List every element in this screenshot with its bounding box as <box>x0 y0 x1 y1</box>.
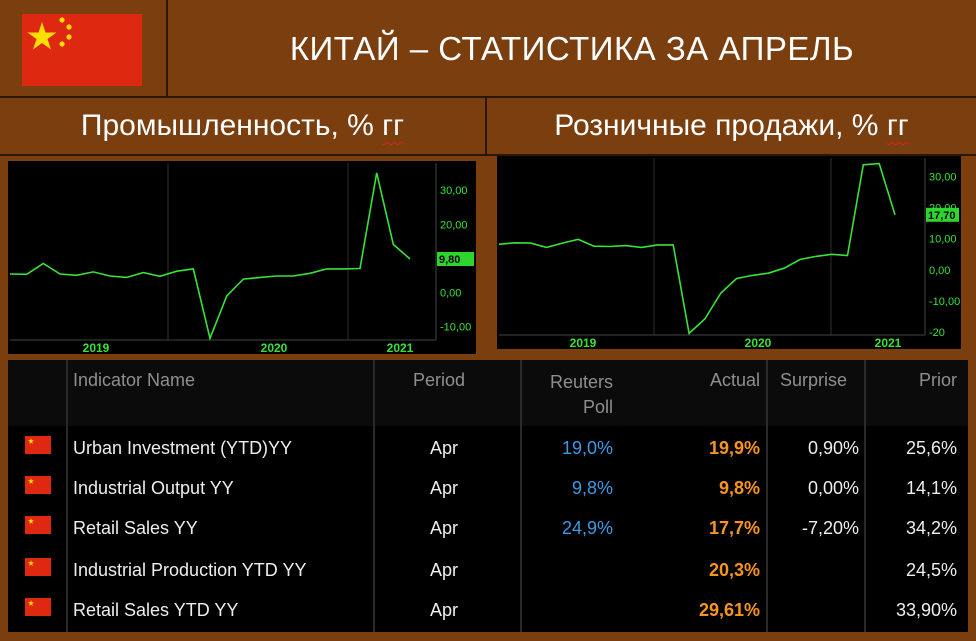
china-flag-icon <box>25 558 51 576</box>
flag-cell <box>0 0 168 98</box>
row-prior: 25,6% <box>905 438 957 458</box>
indicator-table: Indicator Name Period Reuters Poll Actual… <box>8 360 968 632</box>
row-indicator-name: Retail Sales YY <box>73 518 198 538</box>
row-period: Apr <box>430 560 459 580</box>
last-value-label: 17,70 <box>928 210 956 222</box>
table-row: Industrial Production YTD YY Apr 20,3% 2… <box>8 550 968 590</box>
row-prior: 33,90% <box>895 600 957 620</box>
row-poll: 9,8% <box>571 478 613 498</box>
x-tick-label: 2019 <box>570 336 597 349</box>
china-flag-icon <box>25 476 51 494</box>
table-row: Retail Sales YTD YY Apr 29,61% 33,90% <box>8 590 968 630</box>
last-value-label: 9,80 <box>439 254 460 266</box>
row-actual: 19,9% <box>708 438 760 458</box>
china-flag-icon <box>25 516 51 534</box>
china-flag-icon <box>25 598 51 616</box>
subtitle-industry: Промышленность, % гг <box>0 98 487 156</box>
subtitle-industry-text: Промышленность, % гг <box>80 109 405 142</box>
row-surprise: 0,00% <box>807 478 859 498</box>
retail-chart: 30,0020,0010,000,00-10,00-2017,702019202… <box>497 156 961 349</box>
china-flag-icon <box>25 436 51 454</box>
column-divider <box>864 360 866 632</box>
row-period: Apr <box>430 600 459 620</box>
row-indicator-name: Urban Investment (YTD)YY <box>73 438 293 458</box>
row-prior: 14,1% <box>905 478 957 498</box>
table-header <box>8 360 968 426</box>
row-period: Apr <box>430 438 459 458</box>
china-flag-icon <box>22 14 142 86</box>
x-tick-label: 2020 <box>745 336 772 349</box>
subtitle-retail: Розничные продажи, % гг <box>487 98 976 156</box>
header-prior: Prior <box>918 370 957 390</box>
table-row: Retail Sales YY Apr 24,9% 17,7% -7,20% 3… <box>8 508 968 548</box>
row-actual: 20,3% <box>708 560 760 580</box>
row-surprise: -7,20% <box>801 518 859 538</box>
x-tick-label: 2019 <box>83 341 110 354</box>
row-poll: 19,0% <box>561 438 613 458</box>
table-row: Industrial Output YY Apr 9,8% 9,8% 0,00%… <box>8 468 968 508</box>
y-tick-label: 0,00 <box>929 265 950 277</box>
subtitle-retail-text: Розничные продажи, % гг <box>554 109 909 142</box>
y-tick-label: 10,00 <box>929 234 957 246</box>
y-tick-label: 20,00 <box>440 219 468 231</box>
y-tick-label: -20 <box>929 327 945 339</box>
series-line <box>9 172 411 341</box>
row-actual: 29,61% <box>698 600 760 620</box>
last-value-box <box>926 207 959 222</box>
x-tick-label: 2021 <box>875 336 902 349</box>
column-divider <box>373 360 375 632</box>
row-indicator-name: Retail Sales YTD YY <box>73 600 239 620</box>
row-prior: 34,2% <box>905 518 957 538</box>
table-row: Urban Investment (YTD)YY Apr 19,0% 19,9%… <box>8 428 968 468</box>
header-bar <box>0 0 976 98</box>
row-surprise: 0,90% <box>807 438 859 458</box>
x-tick-label: 2021 <box>387 341 414 354</box>
row-indicator-name: Industrial Production YTD YY <box>73 560 307 580</box>
row-actual: 17,7% <box>708 518 760 538</box>
header-reuters-poll: Reuters Poll <box>549 372 613 417</box>
y-tick-label: 30,00 <box>929 172 957 184</box>
x-tick-label: 2020 <box>261 341 288 354</box>
spellcheck-underline: гг <box>886 109 909 142</box>
y-tick-label: -10,00 <box>440 321 471 333</box>
row-actual: 9,8% <box>718 478 760 498</box>
header-period: Period <box>413 370 466 390</box>
header-indicator-name: Indicator Name <box>73 370 196 390</box>
header-actual: Actual <box>709 370 760 390</box>
page-title: КИТАЙ – СТАТИСТИКА ЗА АПРЕЛЬ <box>289 30 855 67</box>
row-period: Apr <box>430 518 459 538</box>
last-value-box <box>437 251 474 266</box>
column-divider <box>766 360 768 632</box>
row-prior: 24,5% <box>905 560 957 580</box>
y-tick-label: 0,00 <box>440 287 461 299</box>
header-surprise: Surprise <box>780 370 848 390</box>
industry-chart: 30,00 20,00 0,00 -10,00 9,80 2019 2020 2021 <box>8 161 476 354</box>
y-tick-label: 30,00 <box>440 185 468 197</box>
y-tick-label: -10,00 <box>929 296 960 308</box>
row-poll: 24,9% <box>561 518 613 538</box>
column-divider <box>520 360 522 632</box>
row-indicator-name: Industrial Output YY <box>73 478 234 498</box>
column-divider <box>66 360 68 632</box>
series-line <box>498 162 896 335</box>
row-period: Apr <box>430 478 459 498</box>
spellcheck-underline: гг <box>382 109 405 142</box>
